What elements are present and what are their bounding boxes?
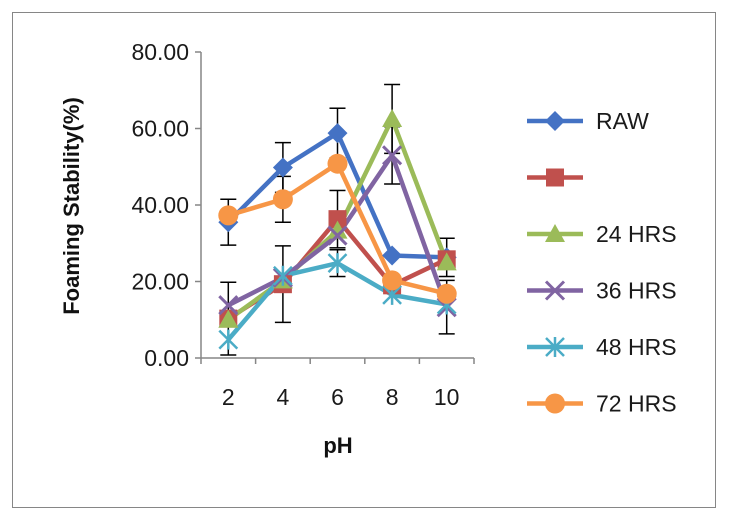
legend-label: 24 HRS xyxy=(596,221,677,247)
data-point xyxy=(327,220,348,239)
x-tick-label: 10 xyxy=(434,384,460,410)
legend-marker xyxy=(545,111,565,131)
y-tick-label: 20.00 xyxy=(131,269,189,295)
data-point xyxy=(327,153,348,174)
data-point xyxy=(382,270,403,291)
legend-label: RAW xyxy=(596,108,649,134)
legend-item: 48 HRS xyxy=(527,334,677,360)
data-point xyxy=(327,253,348,274)
x-tick-label: 6 xyxy=(331,384,344,410)
chart-frame xyxy=(12,12,716,508)
x-tick-label: 2 xyxy=(222,384,235,410)
legend-item: 24 HRS xyxy=(527,221,677,247)
legend-label: 72 HRS xyxy=(596,391,677,417)
legend-label: 48 HRS xyxy=(596,334,677,360)
legend-marker xyxy=(546,168,564,187)
legend-marker xyxy=(545,393,565,414)
data-point xyxy=(382,145,403,166)
y-tick-label: 0.00 xyxy=(144,345,189,371)
legend-marker xyxy=(544,280,566,301)
data-point xyxy=(328,210,347,229)
data-point xyxy=(218,309,239,328)
data-point xyxy=(218,295,239,316)
legend-marker xyxy=(545,224,565,242)
x-tick-label: 4 xyxy=(277,384,290,410)
y-tick-label: 60.00 xyxy=(131,116,189,142)
legend-item: 72 HRS xyxy=(527,391,677,417)
data-point xyxy=(218,205,239,226)
x-axis-title: pH xyxy=(323,433,352,458)
y-tick-label: 40.00 xyxy=(131,192,189,218)
y-tick-label: 80.00 xyxy=(131,39,189,65)
y-axis-title: Foaming Stability(%) xyxy=(59,97,84,315)
data-point xyxy=(273,265,293,286)
data-point xyxy=(382,245,403,266)
legend-item: 36 HRS xyxy=(527,278,677,304)
legend-marker xyxy=(545,337,565,357)
x-tick-label: 8 xyxy=(386,384,399,410)
data-point xyxy=(218,329,239,350)
data-point xyxy=(272,189,293,210)
legend-label: 36 HRS xyxy=(596,278,677,304)
data-point xyxy=(382,108,403,127)
legend-item: RAW xyxy=(527,108,649,134)
legend: RAW 24 HRS 36 HRS 48 HRS 72 HRS xyxy=(527,108,677,417)
data-point xyxy=(436,283,457,304)
data-point xyxy=(327,225,348,246)
legend-item xyxy=(527,168,583,187)
data-point xyxy=(436,252,457,271)
data-point xyxy=(272,157,293,178)
data-point xyxy=(327,123,348,144)
